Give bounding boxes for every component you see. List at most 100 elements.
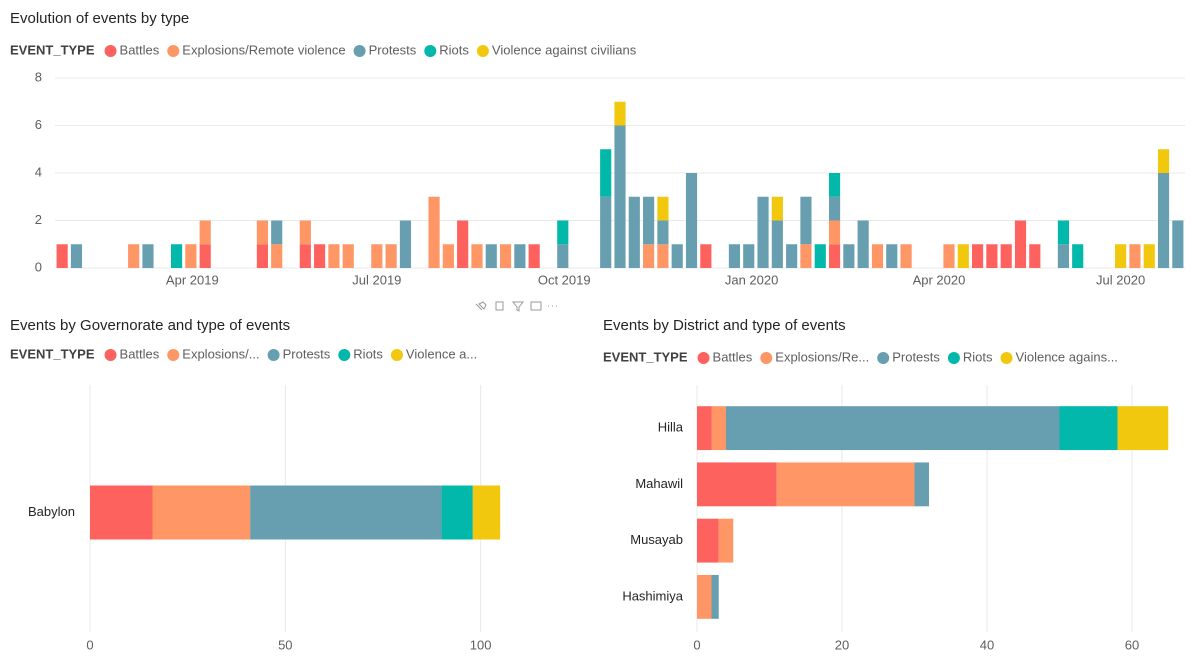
bar-segment	[471, 244, 483, 268]
bar-segment	[828, 173, 841, 197]
bar-segment	[128, 244, 140, 268]
bar-segment	[711, 574, 719, 619]
legend-title: EVENT_TYPE	[603, 349, 688, 364]
x-tick-label: 0	[693, 637, 700, 652]
y-tick-label: 4	[35, 164, 42, 179]
bar-segment	[199, 244, 211, 268]
chart-title: Events by Governorate and type of events	[10, 317, 290, 334]
bar-segment	[1157, 173, 1170, 268]
legend-marker	[1000, 352, 1013, 364]
bar-segment	[657, 244, 669, 268]
bar-segment	[250, 485, 442, 540]
bar-segment	[1072, 244, 1084, 268]
y-tick-label: 0	[35, 259, 42, 274]
bar-segment	[776, 462, 915, 507]
x-tick-label: 20	[835, 637, 849, 652]
legend-title: EVENT_TYPE	[10, 42, 95, 57]
bar-segment	[371, 244, 383, 268]
legend-label: Battles	[713, 349, 753, 364]
bar-segment	[441, 485, 473, 540]
bar-segment	[614, 125, 626, 268]
bar-segment	[726, 406, 1060, 451]
legend-marker	[877, 352, 890, 364]
bar-segment	[428, 196, 440, 268]
bar-segment	[485, 244, 497, 268]
copy-icon[interactable]	[495, 301, 504, 311]
bar-segment	[1057, 244, 1069, 268]
bar-segment	[142, 244, 154, 268]
legend-label: Violence agains...	[1016, 349, 1118, 364]
filter-icon[interactable]	[511, 301, 525, 312]
x-tick-label: Oct 2019	[538, 272, 591, 287]
bar-segment	[499, 244, 512, 268]
bar-segment	[90, 485, 153, 540]
bar-segment	[342, 244, 354, 268]
legend-label: Explosions/...	[182, 346, 259, 361]
bar-segment	[299, 244, 311, 268]
legend-marker	[104, 349, 117, 361]
bar-segment	[314, 244, 326, 268]
bar-segment	[1014, 220, 1027, 268]
legend-marker	[167, 45, 180, 57]
legend-marker	[267, 349, 280, 361]
bar-segment	[472, 485, 501, 540]
bar-segment	[986, 244, 998, 268]
focus-icon[interactable]	[530, 301, 542, 311]
legend-label: Protests	[892, 349, 940, 364]
legend-label: Protests	[369, 42, 417, 57]
bar-segment	[657, 220, 669, 245]
legend-marker	[353, 45, 366, 57]
bar-segment	[697, 574, 712, 619]
bar-segment	[256, 220, 268, 245]
pin-icon[interactable]	[475, 301, 487, 311]
bar-segment	[185, 244, 197, 268]
bar-segment	[657, 196, 669, 221]
legend-label: Explosions/Re...	[775, 349, 869, 364]
bar-segment	[628, 196, 640, 268]
bar-segment	[600, 149, 612, 197]
x-tick-label: Jan 2020	[725, 272, 779, 287]
bar-segment	[643, 244, 655, 268]
category-label: Mahawil	[635, 476, 683, 491]
bar-segment	[843, 244, 855, 268]
bar-segment	[697, 462, 777, 507]
bar-segment	[671, 244, 683, 268]
bar-segment	[718, 518, 734, 563]
bar-segment	[643, 196, 655, 245]
legend-marker	[697, 352, 710, 364]
legend-label: Battles	[120, 42, 160, 57]
bar-segment	[771, 220, 783, 268]
bar-segment	[957, 244, 969, 268]
bar-segment	[757, 196, 769, 268]
x-tick-label: 50	[278, 637, 292, 652]
bar-segment	[1157, 149, 1170, 173]
bar-segment	[557, 220, 569, 245]
bar-segment	[457, 220, 469, 268]
x-tick-label: Apr 2019	[166, 272, 219, 287]
category-label: Musayab	[630, 532, 683, 547]
legend-label: Riots	[353, 346, 383, 361]
x-tick-label: Jul 2019	[352, 272, 401, 287]
legend-label: Protests	[283, 346, 331, 361]
bar-segment	[800, 196, 812, 245]
bar-segment	[152, 485, 251, 540]
legend-marker	[476, 45, 489, 57]
category-label: Hilla	[658, 420, 684, 435]
bar-segment	[299, 220, 311, 245]
bar-segment	[171, 244, 183, 268]
legend-marker	[424, 45, 437, 57]
bar-segment	[697, 406, 712, 451]
category-label: Babylon	[28, 504, 75, 519]
legend-label: Battles	[120, 346, 160, 361]
bar-segment	[1117, 406, 1169, 451]
bar-segment	[700, 244, 712, 268]
bar-segment	[697, 518, 719, 563]
bar-segment	[828, 220, 841, 245]
y-tick-label: 2	[35, 212, 42, 227]
bar-segment	[271, 220, 283, 245]
bar-segment	[614, 101, 626, 126]
bar-segment	[814, 244, 826, 268]
x-tick-label: Jul 2020	[1096, 272, 1145, 287]
bar-segment	[828, 244, 841, 268]
